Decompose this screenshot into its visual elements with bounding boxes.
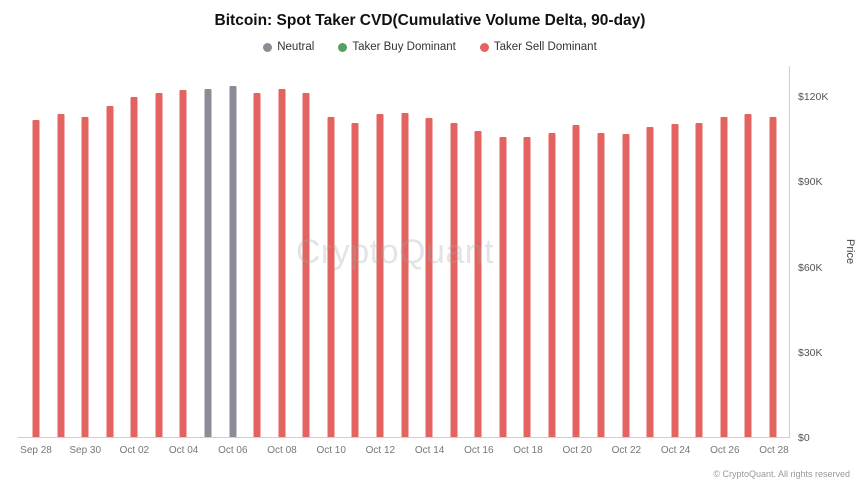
bar: [327, 116, 335, 437]
y-axis-tick-label: $90K: [798, 176, 823, 189]
legend-item-sell[interactable]: Taker Sell Dominant: [479, 41, 597, 53]
bar: [597, 132, 605, 437]
legend: Neutral Taker Buy Dominant Taker Sell Domi…: [0, 41, 860, 53]
bar: [278, 88, 286, 437]
bar: [523, 136, 531, 437]
x-axis-tick-label: Oct 26: [710, 445, 740, 456]
chart-title: Bitcoin: Spot Taker CVD(Cumulative Volum…: [214, 12, 646, 29]
x-axis-tick-label: Oct 20: [562, 445, 592, 456]
bar: [646, 126, 654, 437]
x-axis-tick-label: Sep 28: [20, 445, 52, 456]
legend-label: Taker Sell Dominant: [493, 41, 597, 53]
x-axis-tick-label: Oct 06: [218, 445, 248, 456]
bar: [106, 105, 114, 437]
bar: [57, 114, 65, 437]
x-axis-labels: Sep 28 Sep 30 Oct 02 Oct 04 Oct 06 Oct 08 Oct …: [20, 440, 789, 456]
x-axis-tick-label: Oct 24: [660, 445, 691, 456]
legend-dot-sell: [479, 42, 489, 52]
bar: [32, 119, 40, 437]
bar: [401, 112, 408, 437]
bar: [450, 122, 458, 437]
bar: [229, 85, 237, 437]
x-axis-tick-label: Oct 22: [611, 445, 642, 456]
bars: [32, 66, 777, 437]
x-axis-tick-label: Oct 28: [759, 445, 789, 456]
bar: [720, 116, 728, 437]
bar: [81, 116, 89, 437]
x-axis-tick-label: Oct 10: [316, 445, 346, 456]
legend-label: Neutral: [277, 41, 315, 53]
y-axis-tick-label: $120K: [798, 91, 829, 104]
bar: [351, 122, 359, 437]
x-axis-tick-label: Oct 02: [119, 445, 150, 456]
y-axis-tick-label: $30K: [798, 346, 823, 359]
bar: [695, 122, 703, 437]
bar: [130, 97, 138, 437]
bar: [474, 131, 482, 437]
bar: [376, 114, 384, 437]
legend-dot-neutral: [263, 42, 273, 52]
x-axis-tick-label: Sep 30: [69, 445, 102, 456]
x-axis-tick-label: Oct 16: [464, 445, 494, 456]
x-axis-tick-label: Oct 04: [168, 445, 199, 456]
y-axis-title: Price: [844, 239, 856, 265]
x-axis-tick-label: Oct 08: [267, 445, 297, 456]
bar: [671, 124, 679, 437]
x-axis-tick-label: Oct 18: [513, 445, 543, 456]
x-axis-tick-label: Oct 14: [414, 445, 445, 456]
y-axis-labels: $0 $30K $60K $90K $120K: [798, 66, 852, 444]
plot-area: [18, 66, 790, 438]
legend-dot-buy: [338, 42, 348, 52]
x-axis-tick-label: Oct 12: [365, 445, 396, 456]
bar: [302, 92, 310, 437]
bar: [622, 133, 630, 437]
legend-item-neutral[interactable]: Neutral: [263, 41, 314, 53]
legend-item-buy[interactable]: Taker Buy Dominant: [338, 41, 456, 53]
bar: [769, 116, 777, 437]
y-axis-title-wrap: Price: [844, 66, 856, 438]
bar: [548, 132, 556, 437]
bar: [425, 118, 433, 437]
y-axis-tick-label: $60K: [798, 261, 823, 274]
bar: [572, 125, 580, 437]
bar: [179, 90, 187, 437]
legend-label: Taker Buy Dominant: [352, 41, 456, 53]
bar: [744, 114, 752, 437]
bar: [499, 136, 507, 437]
y-axis-tick-label: $0: [798, 432, 810, 444]
bar: [253, 92, 261, 437]
bar: [204, 88, 212, 437]
bar: [155, 92, 163, 437]
copyright-notice: © CryptoQuant. All rights reserved: [713, 469, 850, 479]
